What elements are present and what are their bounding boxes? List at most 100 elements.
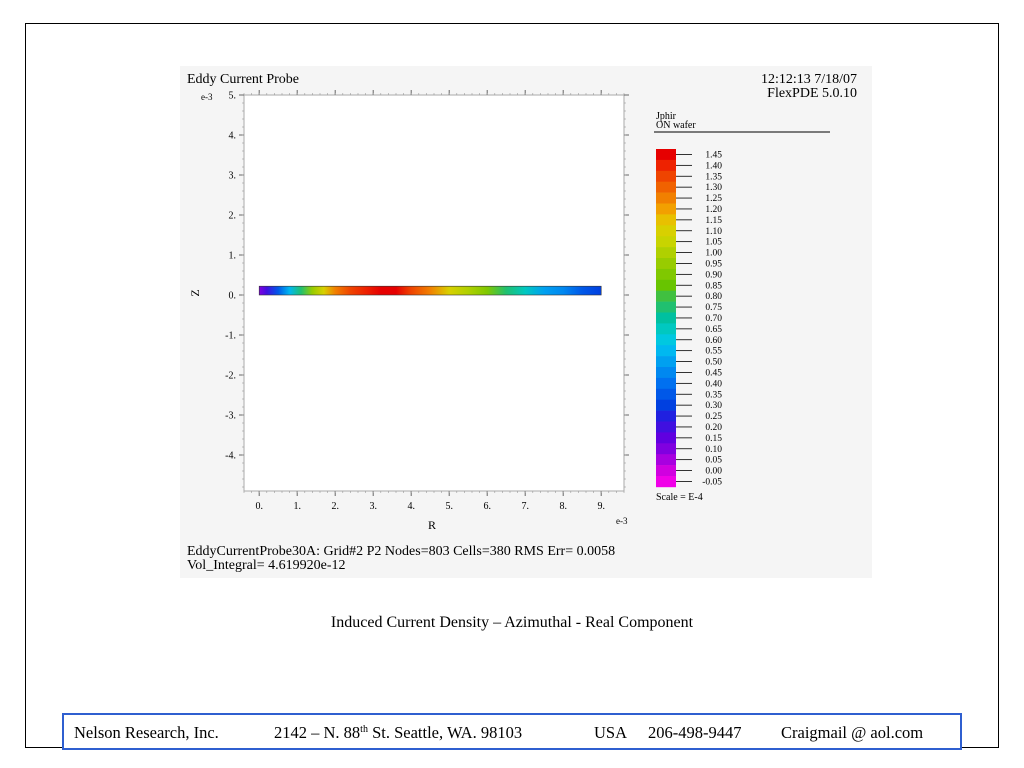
y-tick-label: 0. — [229, 291, 237, 302]
legend-level-label: 0.35 — [705, 390, 722, 400]
legend-swatch — [656, 312, 676, 324]
legend-swatch — [656, 258, 676, 270]
legend-swatch — [656, 203, 676, 215]
color-legend: 1.451.401.351.301.251.201.151.101.051.00… — [656, 149, 722, 487]
legend-swatch — [656, 377, 676, 390]
wafer-strip — [258, 285, 602, 296]
legend-swatch — [656, 301, 676, 313]
legend-level-label: 1.15 — [705, 216, 722, 226]
legend-swatch — [656, 323, 676, 335]
legend-level-label: 0.90 — [705, 270, 722, 280]
legend-swatch — [656, 181, 676, 193]
y-tick-label: 2. — [229, 211, 237, 222]
x-tick-label: 0. — [255, 501, 263, 512]
legend-region: ON wafer — [656, 120, 696, 131]
legend-swatch — [656, 268, 676, 281]
legend-level-label: 1.10 — [705, 227, 722, 237]
y-exponent-label: e-3 — [201, 92, 213, 102]
stats-line-2: Vol_Integral= 4.619920e-12 — [187, 558, 346, 573]
y-tick-label: -4. — [225, 451, 236, 462]
legend-level-label: -0.05 — [702, 477, 722, 487]
legend-level-label: 0.30 — [705, 401, 722, 411]
legend-level-label: 0.65 — [705, 325, 722, 335]
legend-swatch — [656, 279, 676, 291]
legend-variable: Jphir — [656, 111, 677, 122]
legend-swatch — [656, 149, 676, 161]
legend-level-label: 1.05 — [705, 238, 722, 248]
y-tick-label: -2. — [225, 371, 236, 382]
x-tick-label: 7. — [521, 501, 529, 512]
flexpde-plot: Eddy Current Probe 12:12:13 7/18/07 Flex… — [180, 66, 872, 578]
x-tick-label: 6. — [483, 501, 491, 512]
legend-level-label: 1.00 — [705, 249, 722, 259]
stats-line-1: EddyCurrentProbe30A: Grid#2 P2 Nodes=803… — [187, 544, 615, 559]
footer-address-number: 2142 – N. 88 — [274, 723, 361, 742]
legend-level-label: 0.85 — [705, 281, 722, 291]
legend-level-label: 1.35 — [705, 172, 722, 182]
footer-company: Nelson Research, Inc. — [74, 723, 219, 742]
legend-level-label: 0.40 — [705, 379, 722, 389]
footer-address-rest: St. Seattle, WA. 98103 — [367, 723, 523, 742]
legend-level-label: 0.20 — [705, 423, 722, 433]
legend-level-label: 1.25 — [705, 194, 722, 204]
x-tick-label: 8. — [559, 501, 567, 512]
y-axis-label: Z — [188, 289, 202, 296]
legend-level-label: 0.55 — [705, 347, 722, 357]
plot-timestamp: 12:12:13 7/18/07 — [761, 72, 857, 87]
legend-scale-note: Scale = E-4 — [656, 492, 703, 503]
legend-swatch — [656, 443, 676, 455]
x-tick-label: 5. — [445, 501, 453, 512]
y-tick-label: 4. — [229, 131, 237, 142]
legend-level-label: 1.30 — [705, 183, 722, 193]
footer-address-sup: th — [360, 724, 368, 735]
footer-country: USA — [594, 723, 628, 742]
legend-level-label: 0.45 — [705, 368, 722, 378]
legend-swatch — [656, 454, 676, 466]
y-tick-label: 3. — [229, 171, 237, 182]
legend-swatch — [656, 290, 676, 302]
legend-swatch — [656, 388, 676, 400]
legend-level-label: 0.70 — [705, 314, 722, 324]
legend-swatch — [656, 410, 676, 422]
footer-address: 2142 – N. 88th St. Seattle, WA. 98103 — [274, 723, 522, 743]
legend-swatch — [656, 236, 676, 248]
legend-level-label: 1.20 — [705, 205, 722, 215]
legend-swatch — [656, 421, 676, 433]
legend-swatch — [656, 247, 676, 259]
x-tick-label: 2. — [331, 501, 339, 512]
legend-swatch — [656, 170, 676, 182]
legend-swatch — [656, 192, 676, 204]
legend-swatch — [656, 356, 676, 368]
legend-level-label: 0.00 — [705, 467, 722, 477]
legend-level-label: 0.10 — [705, 445, 722, 455]
y-tick-label: 1. — [229, 251, 237, 262]
axes: 0. 1. 2. 3. 4. 5. 6. 7. 8. 9. 5. 4. 3. 2. 1. 0. -1. -2. -3… — [225, 90, 629, 512]
x-axis-label: R — [428, 518, 436, 532]
wafer-strip-fill — [258, 285, 602, 296]
legend-swatch — [656, 399, 676, 411]
legend-swatch — [656, 225, 676, 237]
legend-swatch — [656, 476, 676, 488]
footer-email: Craigmail @ aol.com — [781, 723, 924, 742]
legend-swatch — [656, 367, 676, 379]
legend-level-label: 0.50 — [705, 358, 722, 368]
x-tick-label: 9. — [597, 501, 605, 512]
legend-level-label: 0.60 — [705, 336, 722, 346]
legend-level-label: 0.80 — [705, 292, 722, 302]
y-tick-label: -1. — [225, 331, 236, 342]
y-tick-label: -3. — [225, 411, 236, 422]
x-tick-label: 3. — [369, 501, 377, 512]
legend-level-label: 0.15 — [705, 434, 722, 444]
x-tick-label: 4. — [407, 501, 415, 512]
legend-level-label: 0.25 — [705, 412, 722, 422]
legend-swatch — [656, 159, 676, 172]
slide-caption: Induced Current Density – Azimuthal - Re… — [330, 614, 694, 631]
y-tick-label: 5. — [229, 91, 237, 102]
legend-level-label: 0.75 — [705, 303, 722, 313]
legend-swatch — [656, 432, 676, 444]
legend-level-label: 0.95 — [705, 259, 722, 269]
legend-level-label: 0.05 — [705, 456, 722, 466]
legend-level-label: 1.45 — [705, 150, 722, 160]
legend-swatch — [656, 345, 676, 357]
plot-software: FlexPDE 5.0.10 — [767, 86, 857, 101]
